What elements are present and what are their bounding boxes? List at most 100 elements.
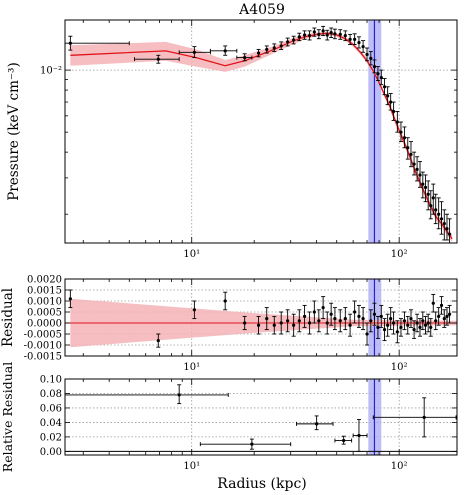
data-point [385, 86, 390, 106]
data-point [388, 307, 393, 331]
data-point [134, 54, 180, 64]
data-point [316, 29, 321, 40]
data-point [329, 302, 334, 326]
data-point [65, 384, 229, 405]
data-point [423, 315, 428, 335]
data-marker [389, 317, 393, 321]
data-point [405, 315, 410, 335]
data-point [417, 318, 422, 337]
data-point [395, 111, 400, 133]
data-marker [192, 308, 196, 312]
data-point [398, 121, 403, 143]
data-marker [421, 182, 425, 186]
data-marker [250, 442, 254, 446]
data-point [379, 69, 384, 86]
data-marker [421, 319, 425, 323]
data-point [372, 59, 377, 74]
data-point [395, 320, 400, 344]
data-marker [256, 51, 261, 55]
data-marker [307, 321, 312, 325]
data-point [338, 309, 343, 333]
data-marker [412, 162, 416, 166]
data-marker [256, 323, 261, 327]
data-point [199, 438, 292, 450]
data-point [348, 33, 353, 46]
data-marker [329, 31, 333, 35]
data-point [423, 174, 428, 203]
data-marker [391, 321, 396, 325]
data-marker [279, 321, 283, 325]
data-point [375, 66, 380, 81]
data-marker [415, 167, 419, 171]
data-point [365, 322, 370, 346]
data-marker [353, 310, 357, 314]
data-marker [223, 299, 227, 303]
data-point [388, 93, 393, 111]
data-point [433, 193, 438, 225]
data-marker [369, 319, 373, 323]
data-marker [437, 314, 441, 318]
data-marker [333, 32, 337, 36]
data-marker [376, 325, 380, 329]
data-marker [272, 323, 276, 327]
axes-frame [64, 378, 458, 456]
data-point [447, 304, 452, 324]
data-marker [192, 50, 196, 54]
data-marker [402, 319, 407, 323]
y-tick-label: -0.0015 [24, 352, 62, 363]
data-marker [439, 217, 444, 221]
data-marker [422, 415, 426, 419]
x-tick-label: 10¹ [183, 461, 200, 472]
data-marker [315, 422, 319, 426]
data-point [332, 307, 337, 331]
data-point [439, 296, 444, 315]
data-marker [429, 325, 433, 329]
y-tick-label: 0.0000 [27, 319, 62, 330]
data-marker [445, 227, 449, 231]
data-marker [156, 339, 160, 343]
data-point [272, 315, 277, 335]
data-point [297, 32, 302, 42]
data-marker [297, 35, 301, 39]
data-point [372, 302, 377, 326]
data-marker [348, 37, 352, 41]
data-point [379, 304, 384, 328]
data-point [209, 45, 238, 56]
data-marker [223, 49, 227, 53]
data-marker [369, 56, 373, 60]
data-marker [361, 317, 365, 321]
data-point [385, 313, 390, 337]
data-point [368, 51, 373, 66]
data-marker [342, 438, 346, 443]
y-tick-label: 0.0020 [27, 275, 62, 286]
y-tick-label: 0.02 [40, 432, 62, 443]
data-point [428, 190, 433, 220]
data-marker [302, 314, 307, 318]
data-marker [286, 319, 290, 323]
data-point [442, 209, 447, 241]
data-point [405, 137, 410, 160]
data-marker [399, 325, 403, 329]
data-marker [447, 232, 452, 236]
data-point [65, 35, 130, 51]
data-point [375, 315, 380, 339]
data-marker [423, 323, 428, 327]
data-point [264, 45, 269, 54]
data-marker [426, 321, 430, 325]
data-point [431, 183, 436, 215]
data-marker [409, 317, 413, 321]
data-marker [434, 208, 438, 212]
data-marker [343, 34, 347, 38]
y-tick-label: 0.04 [40, 418, 62, 429]
data-marker [343, 317, 347, 321]
data-marker [317, 32, 321, 37]
data-marker [382, 85, 387, 89]
data-marker [243, 321, 247, 325]
data-marker [418, 173, 422, 177]
data-marker [279, 44, 283, 48]
data-point [352, 419, 368, 452]
data-marker [156, 57, 160, 61]
x-tick-label: 10² [391, 249, 408, 260]
data-marker [406, 323, 410, 327]
